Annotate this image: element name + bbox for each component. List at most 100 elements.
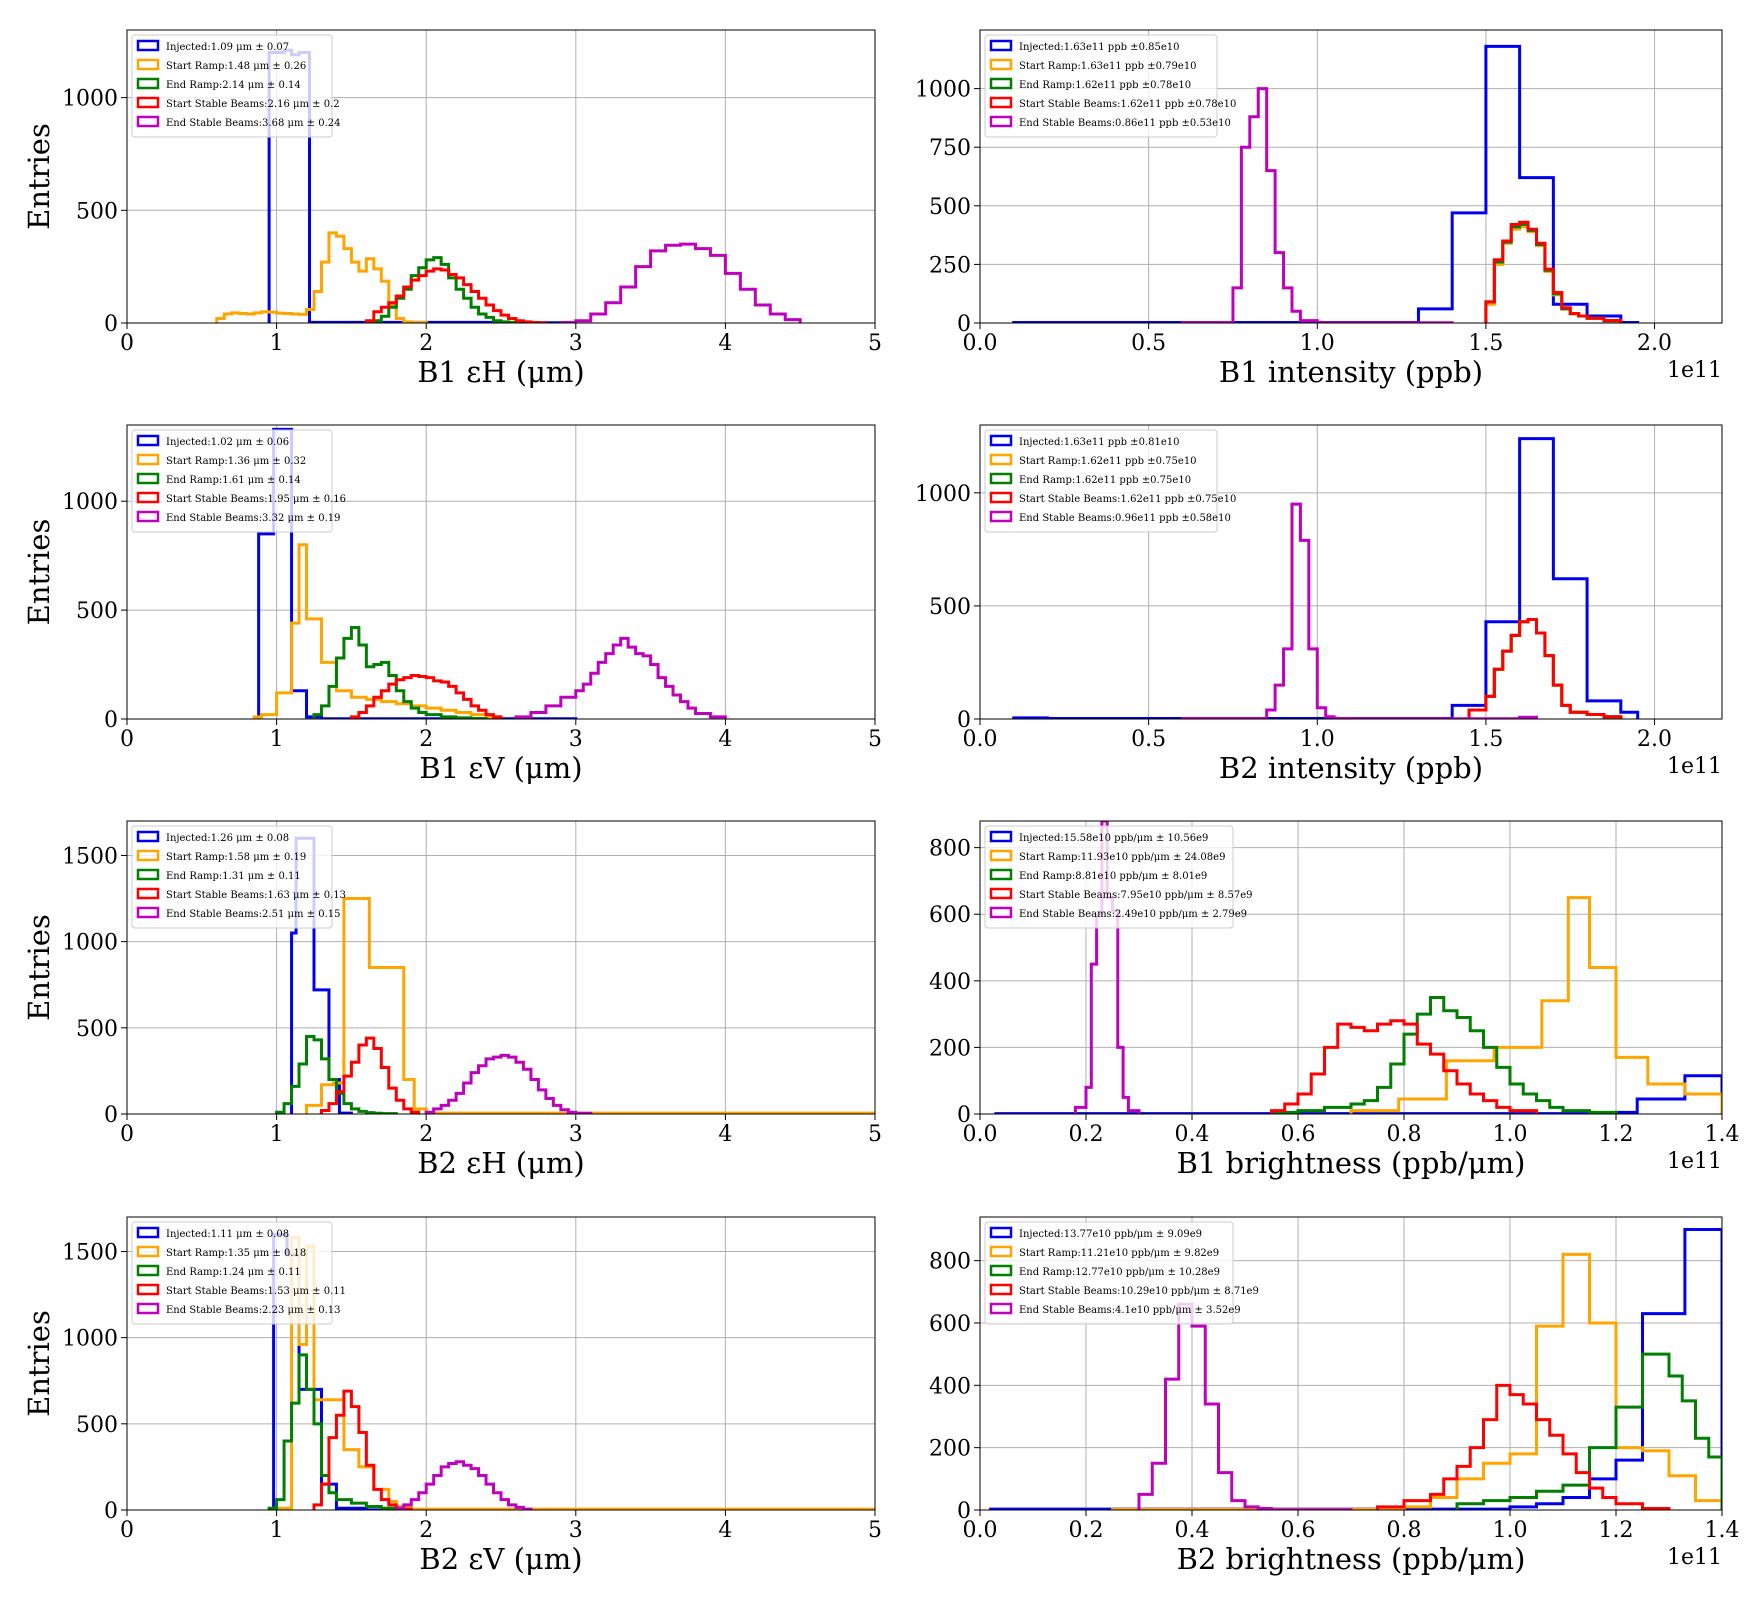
legend-swatch (136, 453, 160, 466)
y-tick-label: 500 (929, 195, 971, 220)
series-end-stable-beams (394, 1460, 533, 1510)
legend-swatch (989, 491, 1013, 504)
x-tick-label: 5 (868, 1122, 882, 1147)
series-injected (1012, 437, 1640, 719)
legend-swatch (136, 1226, 160, 1239)
legend-entry: End Stable Beams:3.32 μm ± 0.19 (166, 513, 341, 524)
series-end-stable-beams (424, 1053, 593, 1114)
legend-box (984, 825, 1234, 929)
chart-panel-b2-ev: 0 1 2 3 4 5 0 500 1000 1500 B2 εV (μm) Entries Injec… (22, 1216, 882, 1576)
legend-swatch (989, 77, 1013, 90)
legend-entry: Injected:1.63e11 ppb ±0.85e10 (1019, 42, 1179, 53)
legend-swatch (989, 868, 1013, 881)
series-end-ramp (312, 626, 488, 719)
legend-swatch (136, 1264, 160, 1277)
legend-swatch (989, 453, 1013, 466)
x-tick-label: 0.0 (963, 1518, 998, 1543)
y-axis-label: Entries (22, 1310, 56, 1417)
legend-entry: End Stable Beams:4.1e10 ppb/μm ± 3.52e9 (1019, 1305, 1241, 1316)
legend-swatch (136, 472, 160, 485)
y-tick-label: 0 (957, 708, 971, 733)
y-tick-label: 0 (104, 1499, 118, 1524)
x-tick-label: 1.4 (1705, 1122, 1740, 1147)
series-start-stable-beams (1270, 1019, 1538, 1114)
x-tick-label: 1.5 (1468, 331, 1503, 356)
legend: Injected:1.09 μm ± 0.07 Start Ramp:1.48 μ… (131, 34, 341, 138)
legend-swatch (989, 434, 1013, 447)
legend-entry: Start Ramp:1.62e11 ppb ±0.75e10 (1019, 456, 1197, 467)
series-injected (994, 1074, 1722, 1114)
legend-entry: Injected:13.77e10 ppb/μm ± 9.09e9 (1019, 1229, 1202, 1240)
x-tick-label: 0.8 (1387, 1122, 1422, 1147)
legend-entry: End Stable Beams:0.86e11 ppb ±0.53e10 (1019, 118, 1231, 129)
x-tick-label: 1 (270, 1122, 284, 1147)
series-start-stable-beams (364, 267, 548, 323)
legend-entry: Start Ramp:11.21e10 ppb/μm ± 9.82e9 (1019, 1248, 1219, 1259)
legend-entry: End Ramp:1.31 μm ± 0.11 (166, 871, 301, 882)
legend-box (131, 1221, 333, 1325)
y-tick-label: 0 (957, 312, 971, 337)
axis-offset-label: 1e11 (1667, 1545, 1722, 1570)
axes-frame (126, 29, 876, 324)
axes-frame (126, 1216, 876, 1511)
legend-entry: End Ramp:1.62e11 ppb ±0.75e10 (1019, 475, 1191, 486)
series-start-ramp (305, 897, 875, 1114)
axes-frame (979, 1216, 1723, 1511)
legend-entry: Start Stable Beams:1.53 μm ± 0.11 (166, 1286, 346, 1297)
series-group (1012, 44, 1640, 323)
x-axis-label: B2 brightness (ppb/μm) (1177, 1542, 1526, 1576)
y-tick-label: 400 (929, 1374, 971, 1399)
legend-swatch (136, 1283, 160, 1296)
legend-swatch (136, 510, 160, 523)
y-tick-label: 1500 (62, 1240, 118, 1265)
legend-entry: Injected:1.26 μm ± 0.08 (166, 833, 289, 844)
legend-entry: Start Stable Beams:1.63 μm ± 0.13 (166, 890, 346, 901)
x-tick-label: 3 (569, 331, 583, 356)
x-tick-label: 0.0 (963, 331, 998, 356)
legend-swatch (989, 849, 1013, 862)
axes-frame (126, 424, 876, 720)
legend-swatch (136, 906, 160, 919)
x-tick-label: 0.2 (1069, 1518, 1104, 1543)
legend-entry: End Ramp:8.81e10 ppb/μm ± 8.01e9 (1019, 871, 1207, 882)
legend: Injected:1.11 μm ± 0.08 Start Ramp:1.35 μ… (131, 1221, 346, 1325)
y-tick-label: 0 (957, 1103, 971, 1128)
series-group (989, 1227, 1722, 1510)
y-tick-label: 0 (104, 312, 118, 337)
legend-swatch (136, 1302, 160, 1315)
x-tick-label: 0.6 (1281, 1122, 1316, 1147)
legend-entry: Start Ramp:1.63e11 ppb ±0.79e10 (1019, 61, 1197, 72)
x-tick-label: 0.0 (963, 1122, 998, 1147)
series-injected (290, 836, 353, 1114)
legend-entry: End Stable Beams:3.68 μm ± 0.24 (166, 118, 341, 129)
x-axis-label: B1 brightness (ppb/μm) (1177, 1146, 1526, 1180)
legend-swatch (989, 58, 1013, 71)
series-end-ramp (1270, 995, 1618, 1114)
legend: Injected:1.63e11 ppb ±0.85e10 Start Ramp:… (984, 34, 1236, 138)
y-tick-label: 600 (929, 903, 971, 928)
series-injected (272, 1232, 757, 1510)
y-tick-label: 500 (929, 595, 971, 620)
legend-entry: End Ramp:1.24 μm ± 0.11 (166, 1267, 301, 1278)
x-tick-label: 0.0 (963, 727, 998, 752)
legend-box (131, 825, 333, 929)
x-tick-label: 5 (868, 1518, 882, 1543)
series-injected (1012, 44, 1640, 323)
y-tick-label: 0 (104, 708, 118, 733)
legend: Injected:1.63e11 ppb ±0.81e10 Start Ramp:… (984, 429, 1236, 533)
series-end-ramp (275, 1034, 398, 1114)
x-tick-label: 1 (270, 331, 284, 356)
legend-entry: End Stable Beams:2.23 μm ± 0.13 (166, 1305, 341, 1316)
series-group (275, 836, 875, 1114)
chart-panel-b1-intensity: 0.0 0.5 1.0 1.5 2.0 0 250 500 750 1000 B1 intensit… (915, 29, 1723, 389)
legend-swatch (136, 1245, 160, 1258)
legend-entry: End Ramp:1.62e11 ppb ±0.78e10 (1019, 80, 1191, 91)
series-end-stable-beams (1180, 87, 1454, 323)
legend-swatch (989, 510, 1013, 523)
legend-entry: Injected:15.58e10 ppb/μm ± 10.56e9 (1019, 833, 1208, 844)
legend-swatch (989, 1264, 1013, 1277)
legend-swatch (136, 77, 160, 90)
series-start-stable-beams (312, 1389, 413, 1510)
x-axis-label: B2 εV (μm) (419, 1542, 582, 1576)
axis-offset-label: 1e11 (1667, 1149, 1722, 1174)
